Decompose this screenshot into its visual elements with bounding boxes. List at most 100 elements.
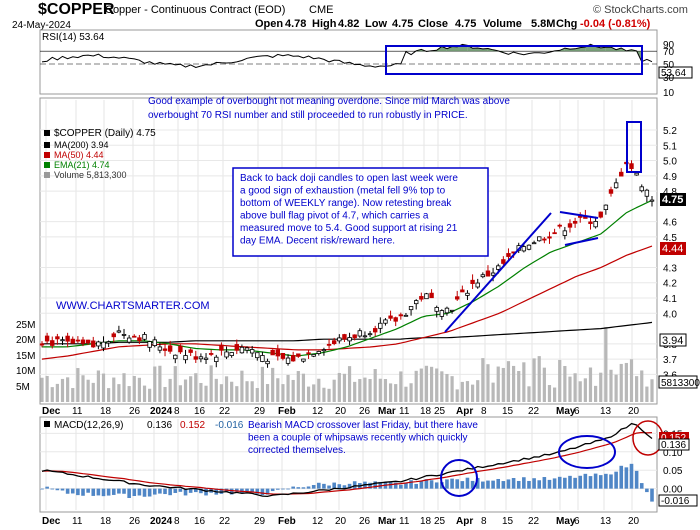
macd-hist-bar [639, 483, 644, 489]
candle [65, 335, 70, 342]
volume-tick-label: 25M [16, 320, 35, 331]
candle [496, 265, 501, 270]
x-axis-label: 8 [481, 516, 487, 527]
ema21-line [42, 199, 653, 357]
volume-bar [153, 366, 157, 402]
volume-bar [568, 376, 572, 402]
macd-hist-bar [173, 488, 178, 493]
candle [434, 307, 439, 312]
ma50-badge-text: 4.44 [662, 243, 683, 255]
x-axis-label: 18 [100, 516, 112, 527]
high-value: 4.82 [338, 18, 359, 30]
macd-hist-bar [568, 475, 572, 489]
macd-hist-badge-text: -0.016 [661, 496, 690, 507]
volume-bar [342, 373, 347, 402]
candle [311, 354, 316, 357]
x-axis-label: 15 [502, 516, 514, 527]
candle [101, 341, 106, 349]
volume-bar [332, 379, 336, 402]
macd-hist-bar [40, 488, 44, 490]
candle [460, 289, 465, 293]
macd-hist-bar [240, 488, 244, 493]
candle [326, 343, 332, 346]
macd-hist-bar [70, 488, 75, 494]
candle [111, 333, 116, 338]
volume-bar [522, 362, 526, 402]
volume-bar [578, 381, 582, 402]
x-axis-label: 16 [194, 406, 206, 417]
volume-bar [91, 382, 95, 402]
macd-histogram [40, 463, 654, 502]
price-tick-label: 5.2 [663, 126, 677, 137]
macd-hist-bar [245, 488, 249, 492]
macd-circle-2 [558, 435, 616, 469]
candle [429, 292, 434, 299]
volume-bar [614, 374, 618, 402]
macd-hist-bar [511, 478, 516, 489]
volume-bar [301, 373, 306, 402]
macd-hist-bar [486, 480, 490, 489]
candle [372, 328, 378, 333]
candle [219, 344, 224, 351]
volume-bar [583, 378, 587, 402]
candle [70, 338, 75, 344]
volume-bar [640, 370, 644, 402]
x-axis-label: Apr [456, 406, 473, 417]
macd-hist-bar [204, 488, 208, 496]
candle [152, 339, 157, 346]
macd-value: 0.136 [147, 420, 172, 431]
rsi-title: RSI(14) 53.64 [42, 32, 105, 43]
macd-hist-bar [65, 488, 70, 494]
macd-hist-bar [163, 488, 167, 495]
volume-bar [363, 377, 367, 402]
macd-hist-bar [96, 488, 101, 496]
volume-bar [378, 378, 382, 402]
volume-bar [460, 381, 464, 402]
x-axis-label: Dec [42, 406, 61, 417]
macd-signal-value: 0.152 [180, 420, 205, 431]
volume-bar [189, 376, 193, 402]
macd-hist-bar [460, 481, 465, 489]
x-axis-label: 22 [528, 406, 540, 417]
rsi-tick-label: 70 [663, 47, 675, 58]
candle [132, 335, 137, 338]
macd-hist-bar [106, 488, 111, 496]
rsi-tick-label: 90 [663, 40, 675, 51]
macd-hist-bar [563, 477, 567, 489]
macd-hist-bar [645, 488, 649, 493]
open-label: Open [255, 18, 283, 30]
candle [296, 353, 301, 357]
volume-bar [517, 371, 521, 402]
volume-bar [635, 376, 639, 402]
macd-hist-bar [506, 479, 511, 489]
candle [60, 339, 65, 342]
volume-bar [491, 382, 495, 402]
volume-bar [122, 373, 126, 402]
macd-hist-bar [624, 467, 629, 489]
volume-bar [76, 368, 80, 402]
macd-signal-badge [659, 432, 689, 443]
volume-bar [327, 388, 331, 402]
volume-bar [235, 386, 239, 402]
candle [301, 358, 306, 362]
macd-hist-bar [573, 477, 577, 489]
price-tick-label: 3.7 [663, 355, 677, 366]
macd-hist-bar [409, 480, 413, 489]
x-axis-label: 11 [72, 516, 83, 527]
macd-hist-bar [414, 483, 419, 489]
volume-bar [281, 384, 285, 402]
volume-bar [481, 358, 485, 402]
macd-hist-bar [265, 488, 270, 495]
volume-bar [260, 366, 265, 402]
macd-hist-bar [327, 485, 331, 489]
flag-bottom-line [564, 237, 599, 246]
rsi-tick-label: 50 [663, 60, 675, 71]
brand-logo: © StockCharts.com [593, 4, 688, 16]
candle [403, 314, 409, 317]
macd-hist-bar [142, 488, 147, 497]
macd-hist-bar [301, 487, 306, 489]
volume-bar [255, 388, 259, 402]
x-axis-label: 13 [600, 516, 612, 527]
price-tick-label: 4.6 [663, 218, 677, 229]
macd-hist-bar [322, 483, 326, 489]
